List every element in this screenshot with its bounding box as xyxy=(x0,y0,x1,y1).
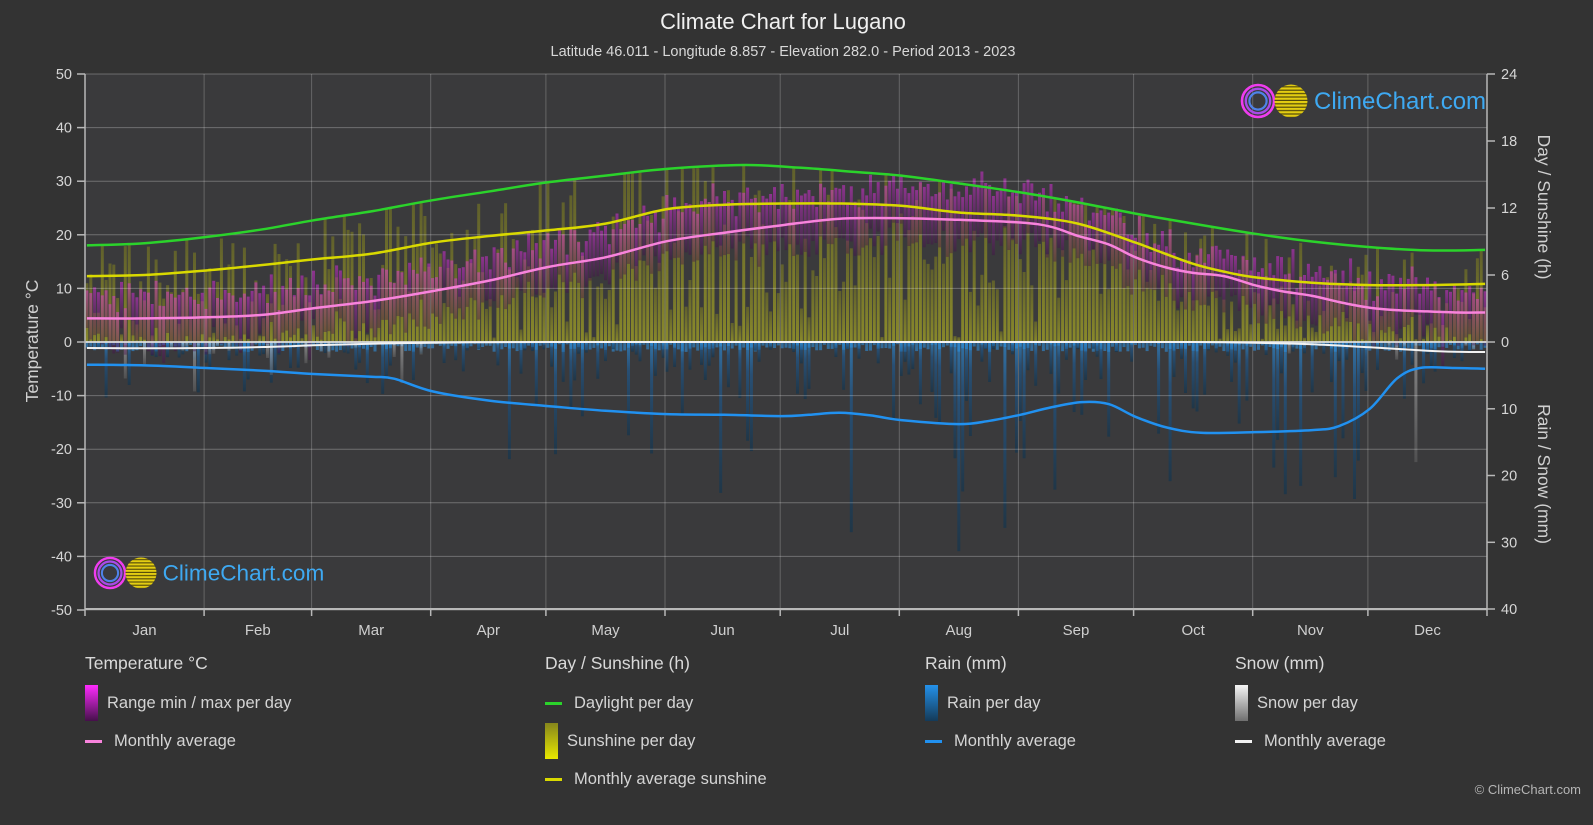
legend-item: Monthly average xyxy=(1235,722,1386,760)
right-axis-precip-tick-label: 40 xyxy=(1501,602,1517,618)
right-axis-precip-tick-label: 10 xyxy=(1501,402,1517,418)
legend-item: Daylight per day xyxy=(545,684,767,722)
legend-item: Sunshine per day xyxy=(545,722,767,760)
legend-swatch-gradient-bar-icon xyxy=(85,685,98,721)
legend-item-label: Rain per day xyxy=(947,693,1041,712)
right-axis-title-precip: Rain / Snow (mm) xyxy=(1534,404,1554,544)
left-axis-tick-label: -20 xyxy=(51,442,72,458)
left-axis-tick-label: -40 xyxy=(51,549,72,565)
legend: Temperature °C Range min / max per day Mon… xyxy=(0,648,1593,825)
logo-text: ClimeChart.com xyxy=(163,561,325,586)
x-axis-month-label: Apr xyxy=(477,622,500,639)
left-axis-tick-label: 10 xyxy=(56,281,72,297)
legend-group-title: Day / Sunshine (h) xyxy=(545,653,690,673)
legend-item-label: Daylight per day xyxy=(574,693,694,712)
legend-swatch-line-icon xyxy=(545,701,562,705)
legend-swatch-line-icon xyxy=(925,739,942,743)
legend-item: Monthly average sunshine xyxy=(545,760,767,798)
left-axis-tick-label: 30 xyxy=(56,174,72,190)
x-axis-month-label: Jun xyxy=(711,622,735,639)
logo-ring-inner-icon xyxy=(100,563,120,583)
legend-item-label: Monthly average xyxy=(114,731,236,750)
copyright-text: © ClimeChart.com xyxy=(1474,782,1581,797)
legend-swatch-line-icon xyxy=(85,739,102,743)
climechart-logo-bottom-left[interactable]: ClimeChart.com xyxy=(93,556,325,590)
left-axis-title: Temperature °C xyxy=(22,280,42,403)
legend-swatch-gradient-bar-icon xyxy=(925,685,938,721)
legend-group-rain-mm: Rain (mm) Rain per day Monthly average xyxy=(925,648,1076,760)
legend-item: Snow per day xyxy=(1235,684,1386,722)
logo-ring-outer-icon xyxy=(1240,83,1276,119)
x-axis-month-label: Jul xyxy=(830,622,849,639)
legend-item-label: Range min / max per day xyxy=(107,693,292,712)
right-axis-precip-tick-label: 20 xyxy=(1501,469,1517,485)
legend-group-title: Rain (mm) xyxy=(925,653,1007,673)
legend-item-label: Monthly average xyxy=(1264,731,1386,750)
legend-group-title: Snow (mm) xyxy=(1235,653,1325,673)
left-axis-tick-label: -10 xyxy=(51,389,72,405)
x-axis-month-label: Sep xyxy=(1063,622,1090,639)
temperature-range-bars-layer xyxy=(85,171,1487,366)
logo-text: ClimeChart.com xyxy=(1314,88,1486,115)
right-axis-sunshine-tick-label: 18 xyxy=(1501,134,1517,150)
legend-item: Monthly average xyxy=(925,722,1076,760)
average-curves-layer xyxy=(86,163,1486,435)
legend-item-label: Snow per day xyxy=(1257,693,1358,712)
right-axis-title-sunshine: Day / Sunshine (h) xyxy=(1534,135,1554,280)
legend-item-label: Monthly average xyxy=(954,731,1076,750)
page-subtitle: Latitude 46.011 - Longitude 8.857 - Elev… xyxy=(551,44,1016,60)
x-axis-month-label: Mar xyxy=(358,622,384,639)
right-axis-precip-tick-label: 30 xyxy=(1501,535,1517,551)
legend-item-label: Sunshine per day xyxy=(567,731,696,750)
logo-ring-middle-icon xyxy=(1244,87,1272,115)
right-axis-sunshine-tick-label: 0 xyxy=(1501,335,1509,351)
right-axis-sunshine-tick-label: 12 xyxy=(1501,201,1517,217)
legend-item: Rain per day xyxy=(925,684,1076,722)
legend-group-temperature-c: Temperature °C Range min / max per day Mon… xyxy=(85,648,291,760)
right-axis-sunshine-tick-label: 24 xyxy=(1501,67,1517,83)
logo-sun-icon xyxy=(1274,84,1308,118)
climechart-logo-top-right[interactable]: ClimeChart.com xyxy=(1240,83,1486,119)
x-axis-month-label: Feb xyxy=(245,622,271,639)
left-axis-tick-label: 50 xyxy=(56,67,72,83)
logo-ring-middle-icon xyxy=(97,560,123,586)
page-title: Climate Chart for Lugano xyxy=(660,9,906,34)
left-axis-tick-label: 0 xyxy=(64,335,72,351)
legend-group-day-sunshine-h: Day / Sunshine (h) Daylight per day Sunshi… xyxy=(545,648,767,798)
left-axis-tick-label: -30 xyxy=(51,496,72,512)
x-axis-month-label: Oct xyxy=(1182,622,1206,639)
right-axis-sunshine-tick-label: 6 xyxy=(1501,268,1509,284)
legend-swatch-line-icon xyxy=(545,777,562,781)
legend-swatch-line-icon xyxy=(1235,739,1252,743)
legend-item: Range min / max per day xyxy=(85,684,291,722)
x-axis-month-label: Dec xyxy=(1414,622,1441,639)
left-axis-tick-label: 40 xyxy=(56,121,72,137)
logo-ring-inner-icon xyxy=(1248,91,1268,111)
left-axis-tick-label: -50 xyxy=(51,603,72,619)
logo-sun-icon xyxy=(125,557,157,589)
x-axis-month-label: Jan xyxy=(132,622,156,639)
left-axis-tick-label: 20 xyxy=(56,228,72,244)
legend-swatch-gradient-bar-icon xyxy=(1235,685,1248,721)
legend-group-title: Temperature °C xyxy=(85,653,208,673)
x-axis-month-label: Aug xyxy=(945,622,972,639)
legend-item: Monthly average xyxy=(85,722,291,760)
x-axis-month-label: Nov xyxy=(1297,622,1324,639)
legend-group-snow-mm: Snow (mm) Snow per day Monthly average xyxy=(1235,648,1386,760)
x-axis-month-label: May xyxy=(591,622,620,639)
axes-layer: 50 40 30 20 10 0 -10 -20 -30 -40 -50 24 18 12 6 0 10 20 30… xyxy=(51,67,1517,639)
legend-item-label: Monthly average sunshine xyxy=(574,769,767,788)
legend-swatch-gradient-bar-icon xyxy=(545,723,558,759)
logo-ring-outer-icon xyxy=(93,556,127,590)
